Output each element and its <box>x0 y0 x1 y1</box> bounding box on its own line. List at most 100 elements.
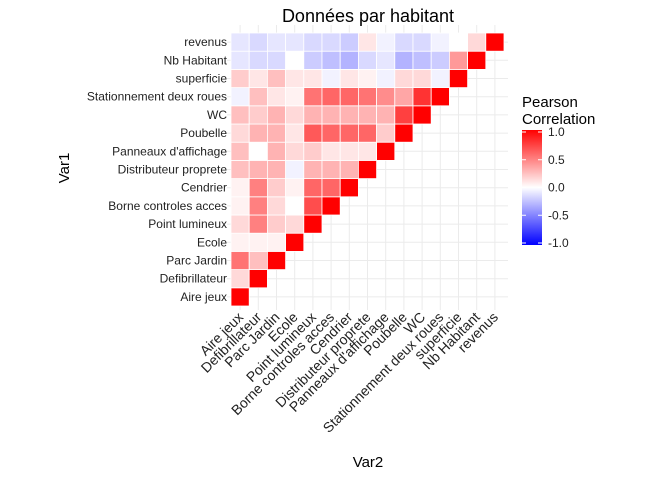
y-axis-title: Var1 <box>56 153 73 184</box>
heatmap-cell <box>357 69 377 89</box>
x-axis-title: Var2 <box>353 454 384 471</box>
legend-tick-label: 1.0 <box>548 125 565 139</box>
heatmap-cell <box>266 214 286 234</box>
heatmap-cell <box>303 141 323 161</box>
heatmap-cell <box>357 50 377 70</box>
heatmap-cell <box>285 178 305 198</box>
y-tick-label: superficie <box>176 72 228 86</box>
heatmap-cell <box>230 105 250 125</box>
heatmap-cell <box>248 69 268 89</box>
heatmap-cell <box>339 141 359 161</box>
heatmap-cell <box>394 87 414 107</box>
heatmap-cell <box>248 159 268 179</box>
heatmap-cell <box>230 269 250 289</box>
y-tick-label: Point lumineux <box>148 217 227 231</box>
heatmap-cell <box>357 159 377 179</box>
legend-tick-label: -0.5 <box>548 208 569 222</box>
heatmap-cell <box>376 87 396 107</box>
heatmap-cell <box>303 105 323 125</box>
heatmap-cell <box>394 50 414 70</box>
heatmap-cell <box>230 159 250 179</box>
heatmap-cell <box>248 214 268 234</box>
legend-title-line-1: Pearson <box>522 94 578 111</box>
heatmap-cells <box>230 32 505 307</box>
heatmap-cell <box>230 287 250 307</box>
y-tick-label: Parc Jardin <box>166 254 227 268</box>
heatmap-cell <box>430 69 450 89</box>
heatmap-cell <box>230 178 250 198</box>
heatmap-cell <box>303 123 323 143</box>
heatmap-cell <box>339 105 359 125</box>
heatmap-cell <box>339 69 359 89</box>
heatmap-cell <box>285 214 305 234</box>
heatmap-cell <box>230 87 250 107</box>
heatmap-cell <box>485 32 505 52</box>
y-tick-labels: Aire jeux Defibrillateur Parc Jardin Ecole P… <box>87 35 228 304</box>
y-tick-label: Borne controles acces <box>108 199 227 213</box>
heatmap-cell <box>303 69 323 89</box>
heatmap-cell <box>248 196 268 216</box>
legend-title-line-2: Correlation <box>522 111 595 128</box>
heatmap-cell <box>321 141 341 161</box>
heatmap-cell <box>467 32 487 52</box>
heatmap-cell <box>394 32 414 52</box>
heatmap-cell <box>266 123 286 143</box>
heatmap-cell <box>376 32 396 52</box>
heatmap-cell <box>303 32 323 52</box>
heatmap-cell <box>321 196 341 216</box>
heatmap-cell <box>448 32 468 52</box>
legend-tick-label: 0.0 <box>548 181 565 195</box>
heatmap-cell <box>357 141 377 161</box>
heatmap-cell <box>357 87 377 107</box>
heatmap-cell <box>230 123 250 143</box>
heatmap-cell <box>448 50 468 70</box>
heatmap-cell <box>266 105 286 125</box>
heatmap-cell <box>430 50 450 70</box>
heatmap-cell <box>266 178 286 198</box>
heatmap-cell <box>285 196 305 216</box>
heatmap-cell <box>248 141 268 161</box>
heatmap-cell <box>285 50 305 70</box>
heatmap-cell <box>285 141 305 161</box>
heatmap-cell <box>339 87 359 107</box>
heatmap-cell <box>339 178 359 198</box>
heatmap-cell <box>248 250 268 270</box>
heatmap-cell <box>321 123 341 143</box>
heatmap-cell <box>230 50 250 70</box>
heatmap-cell <box>412 105 432 125</box>
heatmap-cell <box>266 50 286 70</box>
heatmap-cell <box>303 50 323 70</box>
heatmap-cell <box>376 123 396 143</box>
heatmap-cell <box>394 105 414 125</box>
heatmap-cell <box>248 123 268 143</box>
heatmap-cell <box>412 32 432 52</box>
heatmap-cell <box>339 32 359 52</box>
y-tick-label: Stationnement deux roues <box>87 90 227 104</box>
heatmap-cell <box>285 87 305 107</box>
heatmap-cell <box>412 87 432 107</box>
heatmap-cell <box>230 250 250 270</box>
heatmap-cell <box>266 69 286 89</box>
heatmap-cell <box>285 232 305 252</box>
y-tick-label: Distributeur proprete <box>118 163 228 177</box>
heatmap-cell <box>285 69 305 89</box>
heatmap-cell <box>376 50 396 70</box>
heatmap-cell <box>303 178 323 198</box>
heatmap-cell <box>321 159 341 179</box>
heatmap-cell <box>467 50 487 70</box>
y-tick-label: Cendrier <box>181 181 227 195</box>
heatmap-cell <box>230 141 250 161</box>
heatmap-cell <box>321 87 341 107</box>
heatmap-cell <box>230 32 250 52</box>
heatmap-cell <box>376 105 396 125</box>
heatmap-cell <box>285 159 305 179</box>
heatmap-cell <box>357 105 377 125</box>
heatmap-cell <box>248 178 268 198</box>
heatmap-cell <box>303 159 323 179</box>
heatmap-cell <box>357 123 377 143</box>
heatmap-cell <box>230 69 250 89</box>
heatmap-cell <box>321 32 341 52</box>
heatmap-cell <box>430 87 450 107</box>
legend: Pearson Correlation 1.0 0.5 0.0 -0.5 -1.0 <box>522 94 595 250</box>
